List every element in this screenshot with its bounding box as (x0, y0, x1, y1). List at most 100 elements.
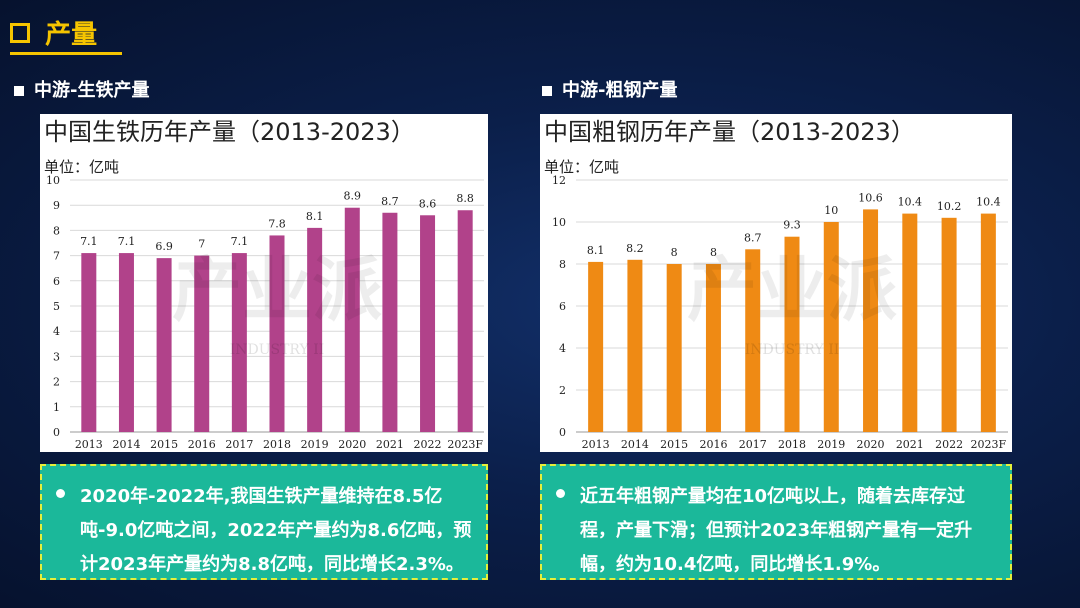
watermark-subtext: INDUSTRY II (230, 342, 325, 358)
y-tick-label: 10 (46, 174, 60, 187)
x-tick-label: 2016 (188, 438, 216, 451)
x-tick-label: 2022 (414, 438, 442, 451)
x-tick-label: 2017 (225, 438, 253, 451)
section-heading-iron: 中游-生铁产量 (14, 76, 149, 102)
y-tick-label: 10 (552, 216, 566, 229)
data-label: 10 (824, 204, 838, 217)
y-tick-label: 6 (559, 300, 566, 313)
watermark-subtext: INDUSTRY II (745, 342, 840, 358)
steel-chart-panel: 中国粗钢历年产量（2013-2023） 单位：亿吨 0 2 4 6 8 10 12 8.1 2013… (540, 114, 1012, 452)
y-tick-label: 5 (53, 300, 60, 313)
bar (784, 236, 800, 432)
bar (156, 258, 172, 432)
x-tick-label: 2019 (301, 438, 329, 451)
chart-title: 中国粗钢历年产量（2013-2023） (544, 118, 915, 146)
square-bullet-icon (14, 86, 24, 96)
x-tick-label: 2013 (582, 438, 610, 451)
bullet-dot-icon (56, 489, 65, 498)
y-tick-label: 2 (559, 384, 566, 397)
y-tick-label: 4 (53, 325, 60, 338)
bar (457, 210, 473, 432)
steel-note-text: 近五年粗钢产量均在10亿吨以上，随着去库存过程，产量下滑；但预计2023年粗钢产… (580, 486, 973, 575)
bar (194, 255, 210, 432)
x-tick-label: 2023F (447, 438, 483, 451)
data-label: 7.1 (231, 235, 249, 248)
square-icon (10, 22, 30, 43)
x-tick-label: 2014 (112, 438, 140, 451)
data-label: 8.1 (306, 210, 324, 223)
x-tick-label: 2016 (699, 438, 727, 451)
iron-note-text: 2020年-2022年,我国生铁产量维持在8.5亿吨-9.0亿吨之间，2022年… (80, 486, 472, 575)
bar (307, 227, 323, 432)
watermark-text: 产业派 (172, 249, 382, 331)
x-tick-label: 2017 (739, 438, 767, 451)
x-tick-label: 2015 (660, 438, 688, 451)
x-tick-label: 2019 (817, 438, 845, 451)
data-label: 8.8 (456, 192, 474, 205)
x-tick-label: 2022 (935, 438, 963, 451)
data-label: 8.6 (419, 197, 437, 210)
bar (588, 261, 604, 432)
x-tick-label: 2013 (75, 438, 103, 451)
y-tick-label: 8 (559, 258, 566, 271)
bar (745, 249, 761, 432)
data-label: 10.4 (898, 196, 923, 209)
steel-note-box: 近五年粗钢产量均在10亿吨以上，随着去库存过程，产量下滑；但预计2023年粗钢产… (540, 464, 1012, 580)
chart-unit-label: 单位：亿吨 (44, 158, 119, 176)
watermark-text: 产业派 (687, 249, 897, 331)
bar (81, 253, 97, 432)
bar (382, 212, 398, 432)
steel-production-chart: 中国粗钢历年产量（2013-2023） 单位：亿吨 0 2 4 6 8 10 12 8.1 2013… (544, 118, 1008, 451)
data-label: 7.1 (118, 235, 136, 248)
y-tick-label: 12 (552, 174, 566, 187)
y-tick-label: 6 (53, 275, 60, 288)
x-tick-label: 2020 (338, 438, 366, 451)
chart-unit-label: 单位：亿吨 (544, 158, 619, 176)
iron-production-chart: 中国生铁历年产量（2013-2023） 单位：亿吨 0 1 2 3 4 5 6 7 8 9 10 7.1 2… (44, 118, 484, 451)
section-title-iron: 中游-生铁产量 (34, 80, 150, 101)
y-tick-label: 1 (53, 401, 60, 414)
data-label: 8.1 (587, 244, 605, 257)
square-bullet-icon (542, 86, 552, 96)
bar (666, 264, 682, 432)
data-label: 7.1 (80, 235, 98, 248)
data-label: 7.8 (268, 217, 286, 230)
bar (823, 222, 839, 432)
iron-note-box: 2020年-2022年,我国生铁产量维持在8.5亿吨-9.0亿吨之间，2022年… (40, 464, 488, 580)
x-tick-label: 2020 (857, 438, 885, 451)
iron-chart-panel: 中国生铁历年产量（2013-2023） 单位：亿吨 0 1 2 3 4 5 6 7 8 9 10 7.1 2… (40, 114, 488, 452)
y-tick-label: 4 (559, 342, 566, 355)
bar (941, 217, 957, 432)
title-underline (10, 52, 122, 55)
y-tick-label: 3 (53, 350, 60, 363)
data-label: 8 (671, 246, 678, 259)
y-tick-label: 9 (53, 199, 60, 212)
data-label: 9.3 (783, 219, 801, 232)
data-label: 8.7 (744, 231, 762, 244)
section-title-steel: 中游-粗钢产量 (562, 80, 678, 101)
x-tick-label: 2015 (150, 438, 178, 451)
y-tick-label: 0 (559, 426, 566, 439)
y-tick-label: 2 (53, 376, 60, 389)
data-label: 6.9 (155, 240, 173, 253)
data-label: 10.6 (858, 191, 883, 204)
bar (627, 259, 643, 432)
data-label: 8.7 (381, 195, 399, 208)
x-tick-label: 2018 (263, 438, 291, 451)
data-label: 10.2 (937, 200, 962, 213)
x-tick-label: 2023F (971, 438, 1007, 451)
bar (118, 253, 134, 432)
bar (269, 235, 285, 432)
x-tick-label: 2014 (621, 438, 649, 451)
bar (705, 264, 721, 432)
page-title: 产量 (45, 20, 98, 50)
bar (344, 207, 360, 432)
x-tick-label: 2021 (896, 438, 924, 451)
x-tick-label: 2018 (778, 438, 806, 451)
data-label: 7 (198, 238, 205, 251)
chart-title: 中国生铁历年产量（2013-2023） (44, 118, 415, 146)
bullet-dot-icon (556, 489, 565, 498)
x-tick-label: 2021 (376, 438, 404, 451)
y-tick-label: 0 (53, 426, 60, 439)
section-heading-steel: 中游-粗钢产量 (542, 76, 677, 102)
